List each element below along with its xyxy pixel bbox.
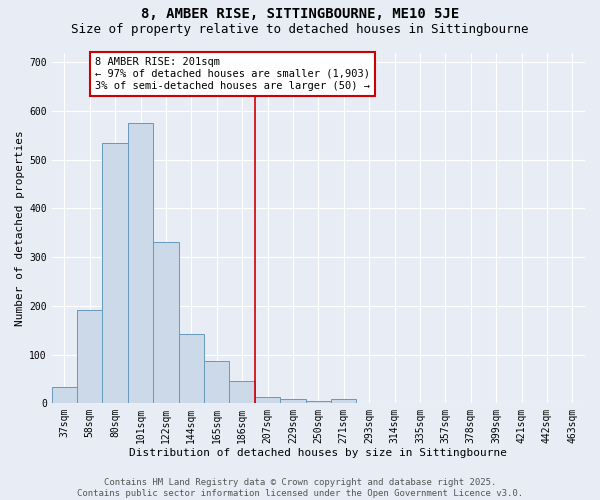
Bar bbox=[153, 242, 179, 403]
Bar bbox=[77, 310, 103, 403]
Text: Contains HM Land Registry data © Crown copyright and database right 2025.
Contai: Contains HM Land Registry data © Crown c… bbox=[77, 478, 523, 498]
Bar bbox=[280, 400, 305, 403]
Text: 8 AMBER RISE: 201sqm
← 97% of detached houses are smaller (1,903)
3% of semi-det: 8 AMBER RISE: 201sqm ← 97% of detached h… bbox=[95, 58, 370, 90]
Bar bbox=[52, 387, 77, 403]
Bar bbox=[204, 361, 229, 403]
Bar bbox=[255, 397, 280, 403]
Bar bbox=[103, 142, 128, 403]
X-axis label: Distribution of detached houses by size in Sittingbourne: Distribution of detached houses by size … bbox=[130, 448, 508, 458]
Bar bbox=[305, 402, 331, 403]
Text: Size of property relative to detached houses in Sittingbourne: Size of property relative to detached ho… bbox=[71, 22, 529, 36]
Bar bbox=[179, 334, 204, 403]
Text: 8, AMBER RISE, SITTINGBOURNE, ME10 5JE: 8, AMBER RISE, SITTINGBOURNE, ME10 5JE bbox=[141, 8, 459, 22]
Bar bbox=[229, 382, 255, 403]
Y-axis label: Number of detached properties: Number of detached properties bbox=[15, 130, 25, 326]
Bar bbox=[128, 123, 153, 403]
Bar bbox=[331, 400, 356, 403]
